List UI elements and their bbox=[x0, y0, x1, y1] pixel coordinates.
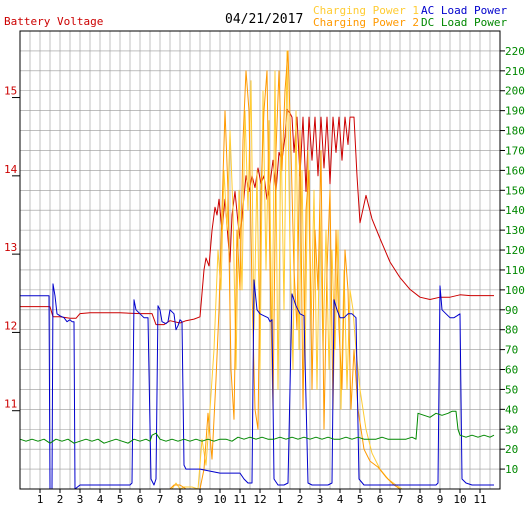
right-tick-label: 210 bbox=[505, 65, 525, 78]
x-tick-label: 3 bbox=[317, 493, 324, 506]
x-tick-label: 7 bbox=[157, 493, 164, 506]
series-line-ac bbox=[20, 279, 494, 490]
right-tick-label: 40 bbox=[505, 403, 518, 416]
right-tick-label: 120 bbox=[505, 244, 525, 257]
x-tick-label: 3 bbox=[77, 493, 84, 506]
right-tick-label: 200 bbox=[505, 85, 525, 98]
x-tick-label: 6 bbox=[377, 493, 384, 506]
x-tick-label: 7 bbox=[397, 493, 404, 506]
x-tick-label: 9 bbox=[437, 493, 444, 506]
x-tick-label: 6 bbox=[137, 493, 144, 506]
right-axis-ticks: 10 20 30 40 50 60 70 80 90 100 110 120 130 140 150 160 1… bbox=[500, 45, 525, 476]
legend-charging-power-2: Charging Power 2 bbox=[313, 16, 419, 29]
x-tick-label: 12 bbox=[253, 493, 266, 506]
right-tick-label: 100 bbox=[505, 284, 525, 297]
right-tick-label: 90 bbox=[505, 304, 518, 317]
right-tick-label: 140 bbox=[505, 204, 525, 217]
left-tick-label: 11 bbox=[4, 398, 17, 411]
right-tick-label: 110 bbox=[505, 264, 525, 277]
x-tick-label: 2 bbox=[57, 493, 64, 506]
right-tick-label: 180 bbox=[505, 125, 525, 138]
left-tick-label: 13 bbox=[4, 241, 17, 254]
legend-charging-power-1: Charging Power 1 bbox=[313, 4, 419, 17]
right-tick-label: 80 bbox=[505, 324, 518, 337]
x-tick-label: 1 bbox=[277, 493, 284, 506]
left-tick-label: 15 bbox=[4, 85, 17, 98]
right-tick-label: 20 bbox=[505, 443, 518, 456]
legend-ac-load-power: AC Load Power bbox=[421, 4, 507, 17]
right-tick-label: 130 bbox=[505, 224, 525, 237]
chart-date: 04/21/2017 bbox=[225, 12, 303, 27]
x-tick-label: 11 bbox=[473, 493, 486, 506]
x-axis-ticks: 1 2 3 4 5 6 7 8 9 10 11 12 1 2 3 4 5 6 7 8 9 10 11 bbox=[37, 489, 487, 506]
x-tick-label: 5 bbox=[357, 493, 364, 506]
x-tick-label: 4 bbox=[337, 493, 344, 506]
x-tick-label: 11 bbox=[233, 493, 246, 506]
x-tick-label: 9 bbox=[197, 493, 204, 506]
x-tick-label: 2 bbox=[297, 493, 304, 506]
x-tick-label: 5 bbox=[117, 493, 124, 506]
right-tick-label: 30 bbox=[505, 423, 518, 436]
series-line-charging1 bbox=[20, 50, 494, 490]
x-tick-label: 8 bbox=[417, 493, 424, 506]
right-tick-label: 160 bbox=[505, 164, 525, 177]
left-tick-label: 14 bbox=[4, 163, 18, 176]
left-axis-title: Battery Voltage bbox=[4, 15, 103, 28]
series-line-battery bbox=[20, 108, 494, 326]
right-tick-label: 70 bbox=[505, 344, 518, 357]
right-tick-label: 50 bbox=[505, 383, 518, 396]
series-lines bbox=[19, 50, 495, 490]
x-tick-label: 1 bbox=[37, 493, 44, 506]
right-tick-label: 220 bbox=[505, 45, 525, 58]
grid-lines bbox=[20, 31, 500, 489]
x-tick-label: 8 bbox=[177, 493, 184, 506]
x-tick-label: 10 bbox=[453, 493, 466, 506]
series-line-dc bbox=[19, 410, 495, 444]
series-line-charging2 bbox=[20, 50, 494, 490]
right-tick-label: 170 bbox=[505, 144, 525, 157]
legend-dc-load-power: DC Load Power bbox=[421, 16, 507, 29]
right-tick-label: 150 bbox=[505, 184, 525, 197]
left-axis-ticks: 11 12 13 14 15 bbox=[4, 85, 20, 412]
x-tick-label: 10 bbox=[213, 493, 226, 506]
right-tick-label: 60 bbox=[505, 364, 518, 377]
left-tick-label: 12 bbox=[4, 319, 17, 332]
x-tick-label: 4 bbox=[97, 493, 104, 506]
right-tick-label: 190 bbox=[505, 105, 525, 118]
right-tick-label: 10 bbox=[505, 463, 518, 476]
